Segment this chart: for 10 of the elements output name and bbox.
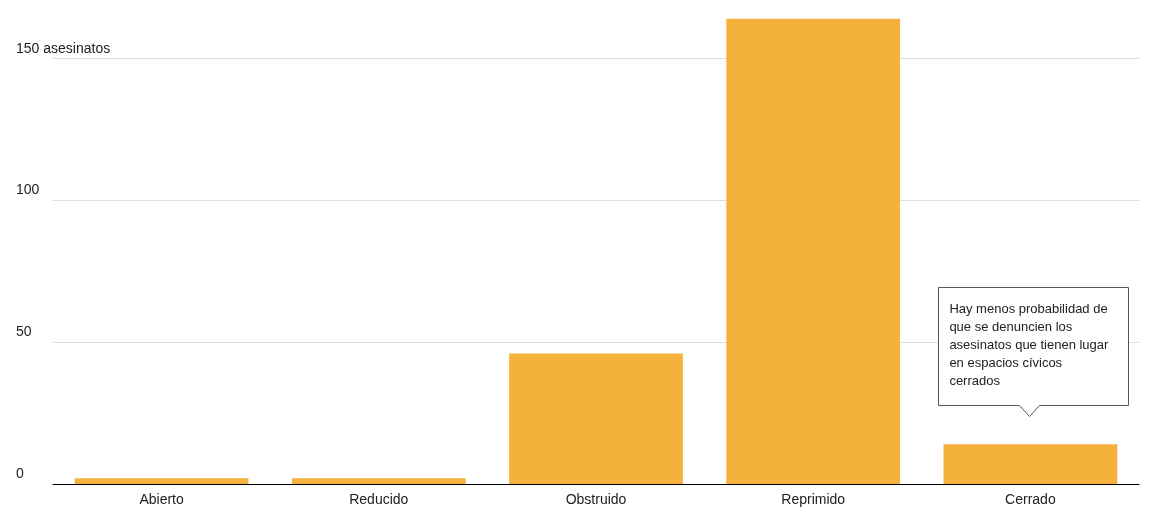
y-tick-label: 150 asesinatos (16, 39, 111, 56)
x-tick-label: Cerrado (1005, 491, 1056, 507)
y-tick-label: 50 (16, 323, 32, 340)
x-tick-label: Reducido (349, 491, 409, 507)
annotation: Hay menos probabilidad de que se denuncien los asesinatos que tienen lugar en espacios cívicos cerrados (949, 300, 1110, 391)
x-tick-label: Reprimido (781, 491, 846, 507)
y-tick-label: 100 (16, 181, 40, 198)
x-tick-label: Abierto (139, 491, 184, 507)
y-tick-label: 0 (16, 465, 24, 481)
x-tick-label: Obstruido (565, 491, 627, 507)
